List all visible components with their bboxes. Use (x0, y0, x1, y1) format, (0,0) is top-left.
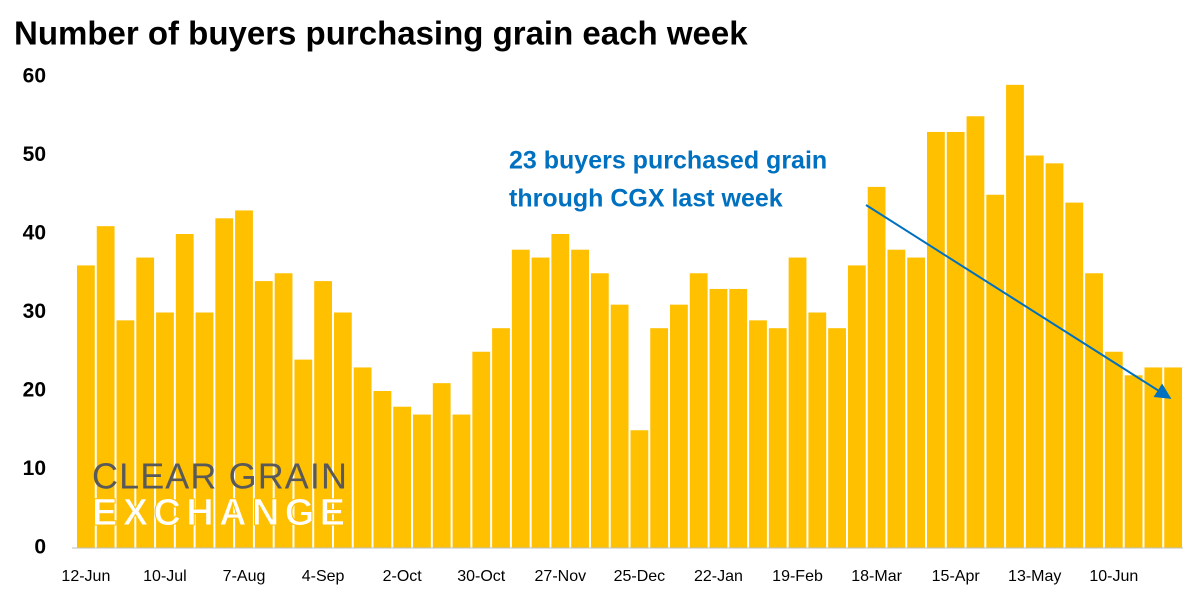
bar (847, 265, 866, 548)
bar (927, 131, 945, 548)
bar (749, 320, 767, 548)
logo-line: CLEAR GRAIN (92, 456, 347, 497)
chart-title: Number of buyers purchasing grain each w… (14, 15, 748, 52)
logo-line: EXCHANGE (92, 492, 347, 534)
bar (353, 367, 372, 548)
bar (393, 406, 412, 548)
bar (1124, 375, 1143, 548)
annotation-arrow (865, 204, 1172, 399)
x-tick-label: 4-Sep (302, 568, 345, 585)
bar (76, 265, 95, 548)
x-tick-label: 25-Dec (614, 568, 666, 585)
x-tick-label: 19-Feb (772, 568, 823, 585)
x-tick-label: 18-Mar (851, 568, 902, 585)
annotation: 23 buyers purchased grain (509, 147, 827, 175)
bar (828, 328, 846, 548)
x-tick-label: 30-Oct (457, 568, 506, 585)
bar (768, 328, 787, 548)
bar (689, 273, 708, 548)
bar (472, 351, 491, 548)
bar (1085, 273, 1103, 548)
bar (195, 312, 214, 548)
bar (511, 249, 530, 548)
bar (156, 312, 174, 548)
x-tick-label: 2-Oct (383, 568, 423, 585)
bar (670, 304, 688, 548)
bar (571, 249, 589, 548)
y-tick-label: 10 (23, 457, 46, 480)
bar (867, 186, 886, 548)
bar (630, 430, 649, 548)
y-tick-label: 40 (23, 222, 46, 245)
bar (551, 234, 570, 548)
bar (235, 210, 253, 548)
bar (175, 234, 194, 548)
y-tick-label: 0 (34, 536, 46, 559)
y-tick-label: 50 (23, 143, 46, 166)
bar (274, 273, 293, 548)
bar (215, 218, 234, 549)
bar (986, 194, 1005, 548)
bar (96, 226, 115, 548)
annotation: through CGX last week (509, 185, 783, 213)
bar (709, 288, 728, 548)
bar (907, 257, 926, 548)
bar (492, 328, 510, 548)
bar (729, 288, 748, 548)
bar (590, 273, 609, 548)
bar (610, 304, 629, 548)
x-tick-label: 22-Jan (694, 568, 743, 585)
bar (1025, 155, 1044, 548)
y-tick-label: 20 (23, 379, 46, 402)
x-tick-label: 10-Jun (1089, 568, 1138, 585)
bar (333, 312, 352, 548)
bar (1104, 351, 1123, 548)
y-tick-label: 60 (23, 65, 46, 88)
x-tick-label: 13-May (1008, 568, 1061, 585)
bar (373, 391, 392, 548)
x-tick-label: 27-Nov (535, 568, 587, 585)
bar (1065, 202, 1084, 548)
x-tick-label: 12-Jun (61, 568, 110, 585)
bar (413, 414, 431, 548)
x-tick-label: 10-Jul (143, 568, 187, 585)
x-tick-label: 15-Apr (932, 568, 981, 585)
bar (1006, 84, 1024, 548)
bar (1045, 163, 1064, 548)
bar (887, 249, 906, 548)
bar (946, 131, 965, 548)
bar (314, 281, 332, 548)
x-tick-label: 7-Aug (223, 568, 266, 585)
bar (136, 257, 155, 548)
y-tick-label: 30 (23, 300, 46, 323)
bar (294, 359, 313, 548)
bar (531, 257, 550, 548)
bar (452, 414, 471, 548)
bar (254, 281, 273, 548)
bar (788, 257, 807, 548)
bar (1164, 367, 1183, 548)
bar (808, 312, 827, 548)
bar (432, 383, 451, 548)
bar (650, 328, 669, 548)
bar (116, 320, 135, 548)
bar (966, 116, 985, 548)
bar (1144, 367, 1163, 548)
